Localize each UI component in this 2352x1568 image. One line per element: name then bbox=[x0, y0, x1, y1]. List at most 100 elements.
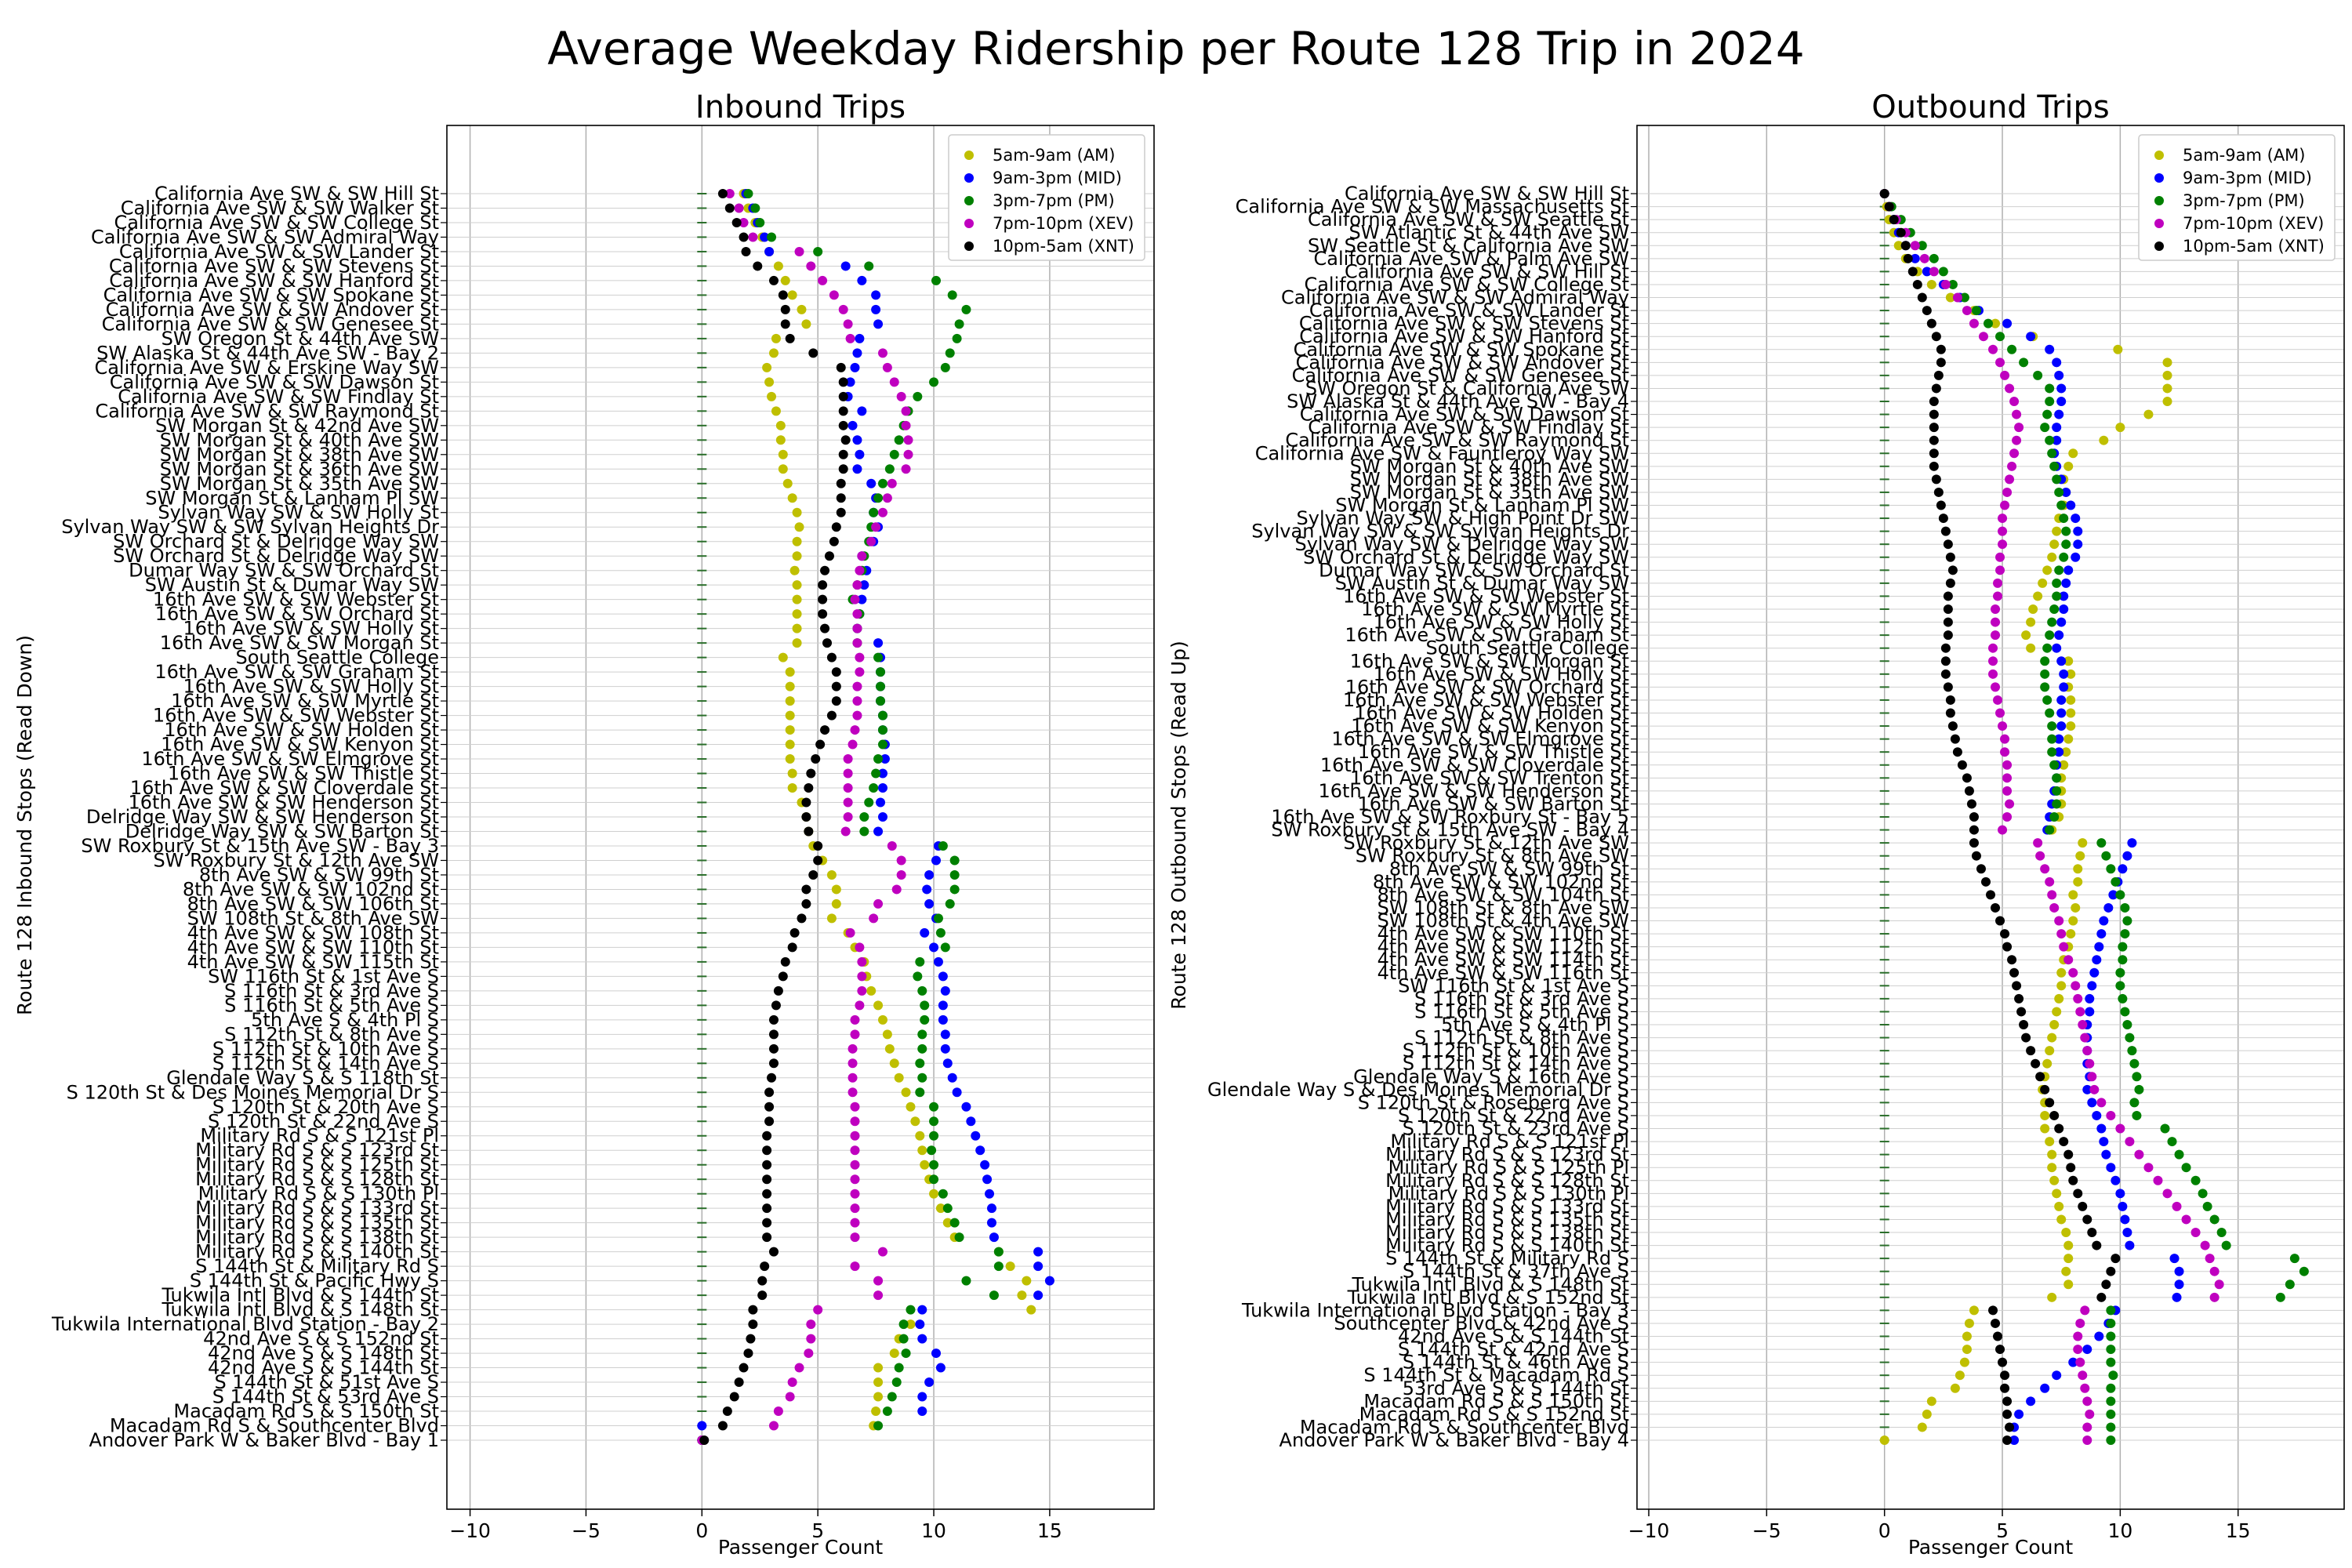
x-tick-label: 5 bbox=[1996, 1519, 2009, 1542]
data-point-xev bbox=[794, 246, 804, 256]
data-point-xev bbox=[877, 348, 887, 358]
data-point-mid bbox=[966, 1116, 976, 1127]
y-tick-label: California Ave SW & SW Raymond St bbox=[95, 400, 439, 422]
data-point-xnt bbox=[838, 449, 848, 459]
data-point-mid bbox=[2054, 409, 2064, 419]
data-point-xnt bbox=[1969, 825, 1979, 835]
y-tick-label: Macadam Rd S & Southcenter Blvd bbox=[110, 1415, 439, 1437]
x-tick-label: 0 bbox=[1878, 1519, 1891, 1542]
y-tick-label: Glendale Way S & Des Moines Memorial Dr … bbox=[1207, 1079, 1629, 1101]
data-point-xev bbox=[901, 464, 911, 474]
data-point-xnt bbox=[826, 652, 837, 662]
data-point-xnt bbox=[1991, 902, 2001, 913]
data-point-pm bbox=[1983, 318, 1993, 328]
data-point-pm bbox=[2106, 864, 2116, 874]
legend-marker-xnt bbox=[2154, 241, 2164, 251]
data-point-pm bbox=[2115, 967, 2125, 978]
data-point-mid bbox=[852, 435, 862, 445]
y-tick-label: 4th Ave SW & SW 116th St bbox=[1377, 962, 1629, 984]
data-point-xev bbox=[2033, 838, 2043, 848]
data-point-pm bbox=[2106, 1396, 2116, 1406]
y-tick-label: 16th Ave SW & SW Henderson St bbox=[129, 792, 440, 814]
data-point-xnt bbox=[1929, 435, 1939, 445]
y-tick-label: California Ave SW & SW Seattle St bbox=[1308, 209, 1629, 230]
y-tick-label: SW Morgan St & 38th Ave SW bbox=[1350, 468, 1629, 490]
data-point-pm bbox=[2106, 1318, 2116, 1328]
y-tick-label: 16th Ave SW & SW Elmgrove St bbox=[141, 748, 439, 770]
data-point-xnt bbox=[1936, 344, 1946, 354]
y-tick-label: 4th Ave SW & SW 108th St bbox=[187, 922, 439, 944]
data-point-xev bbox=[2200, 1240, 2210, 1250]
data-point-pm bbox=[2198, 1189, 2208, 1199]
y-tick-label: SW Roxbury St & 8th Ave SW bbox=[1356, 845, 1629, 867]
data-point-xnt bbox=[831, 667, 841, 677]
data-point-xnt bbox=[831, 681, 841, 691]
y-tick-label: 16th Ave SW & SW Holly St bbox=[1374, 663, 1629, 685]
data-point-pm bbox=[2122, 916, 2132, 926]
y-tick-label: S 144th St & 46th Ave S bbox=[1403, 1352, 1629, 1374]
data-point-xnt bbox=[762, 1131, 772, 1141]
data-point-am bbox=[778, 449, 788, 459]
data-point-xev bbox=[813, 1305, 823, 1315]
y-tick-label: Sylvan Way SW & High Point Dr SW bbox=[1297, 507, 1629, 529]
data-point-mid bbox=[2014, 1409, 2024, 1419]
data-point-xnt bbox=[1929, 423, 1939, 433]
y-tick-label: California Ave SW & Erskine Way SW bbox=[94, 357, 439, 379]
data-point-mid bbox=[2061, 578, 2071, 588]
data-point-pm bbox=[2059, 514, 2069, 524]
data-point-xnt bbox=[2054, 1123, 2064, 1134]
data-point-am bbox=[2078, 838, 2088, 848]
data-point-am bbox=[778, 652, 788, 662]
data-point-xnt bbox=[838, 391, 848, 401]
data-point-mid bbox=[2073, 539, 2083, 550]
data-point-am bbox=[2162, 397, 2172, 406]
y-tick-label: 8th Ave SW & SW 102nd St bbox=[183, 878, 439, 900]
data-point-mid bbox=[2052, 358, 2062, 368]
data-point-xnt bbox=[813, 840, 823, 851]
legend-marker-mid bbox=[2154, 173, 2164, 183]
data-point-xev bbox=[2134, 1149, 2144, 1160]
data-point-am bbox=[2056, 1214, 2067, 1225]
data-point-am bbox=[2049, 539, 2060, 550]
data-point-mid bbox=[2174, 1266, 2184, 1276]
data-point-xev bbox=[848, 1044, 858, 1054]
data-point-xev bbox=[1919, 253, 1929, 263]
data-point-am bbox=[785, 739, 795, 750]
data-point-pm bbox=[2108, 1370, 2118, 1381]
data-point-pm bbox=[743, 189, 753, 198]
data-point-xnt bbox=[804, 783, 814, 793]
data-point-xnt bbox=[753, 261, 763, 271]
data-point-xnt bbox=[1969, 838, 1979, 848]
data-point-xnt bbox=[836, 493, 846, 503]
data-point-am bbox=[1959, 1357, 1969, 1367]
data-point-xnt bbox=[801, 797, 811, 808]
data-point-am bbox=[2099, 435, 2109, 445]
data-point-pm bbox=[2132, 1072, 2142, 1082]
data-point-xnt bbox=[1938, 514, 1948, 524]
data-point-pm bbox=[873, 1421, 884, 1431]
data-point-pm bbox=[920, 1000, 930, 1011]
data-point-xnt bbox=[789, 927, 800, 938]
data-point-pm bbox=[2049, 760, 2060, 770]
data-point-xev bbox=[1993, 591, 2003, 601]
data-point-xnt bbox=[1943, 539, 1953, 550]
y-tick-label: 4th Ave SW & SW 110th St bbox=[1377, 923, 1629, 945]
data-point-mid bbox=[2125, 1240, 2135, 1250]
y-tick-label: 16th Ave SW & SW Barton St bbox=[1357, 793, 1629, 815]
data-point-xnt bbox=[1907, 267, 1918, 277]
y-tick-label: SW 108th St & 8th Ave SW bbox=[1377, 897, 1629, 919]
y-tick-label: SW Oregon St & 44th Ave SW bbox=[162, 328, 439, 350]
data-point-pm bbox=[859, 826, 869, 837]
y-tick-label: S 116th St & 5th Ave S bbox=[224, 994, 439, 1016]
data-point-xnt bbox=[768, 1029, 779, 1040]
y-tick-label: S 144th St & Macadam Rd S bbox=[1363, 1364, 1629, 1386]
data-point-xev bbox=[1998, 514, 2008, 524]
data-point-mid bbox=[980, 1160, 990, 1170]
y-tick-label: California Ave SW & SW Genesee St bbox=[102, 313, 439, 335]
y-tick-label: S 120th St & 22nd Ave S bbox=[1398, 1105, 1629, 1127]
data-point-am bbox=[782, 478, 793, 488]
data-point-xnt bbox=[2019, 1020, 2029, 1029]
data-point-mid bbox=[877, 783, 887, 793]
data-point-xev bbox=[1910, 241, 1920, 251]
data-point-xnt bbox=[1957, 760, 1967, 770]
